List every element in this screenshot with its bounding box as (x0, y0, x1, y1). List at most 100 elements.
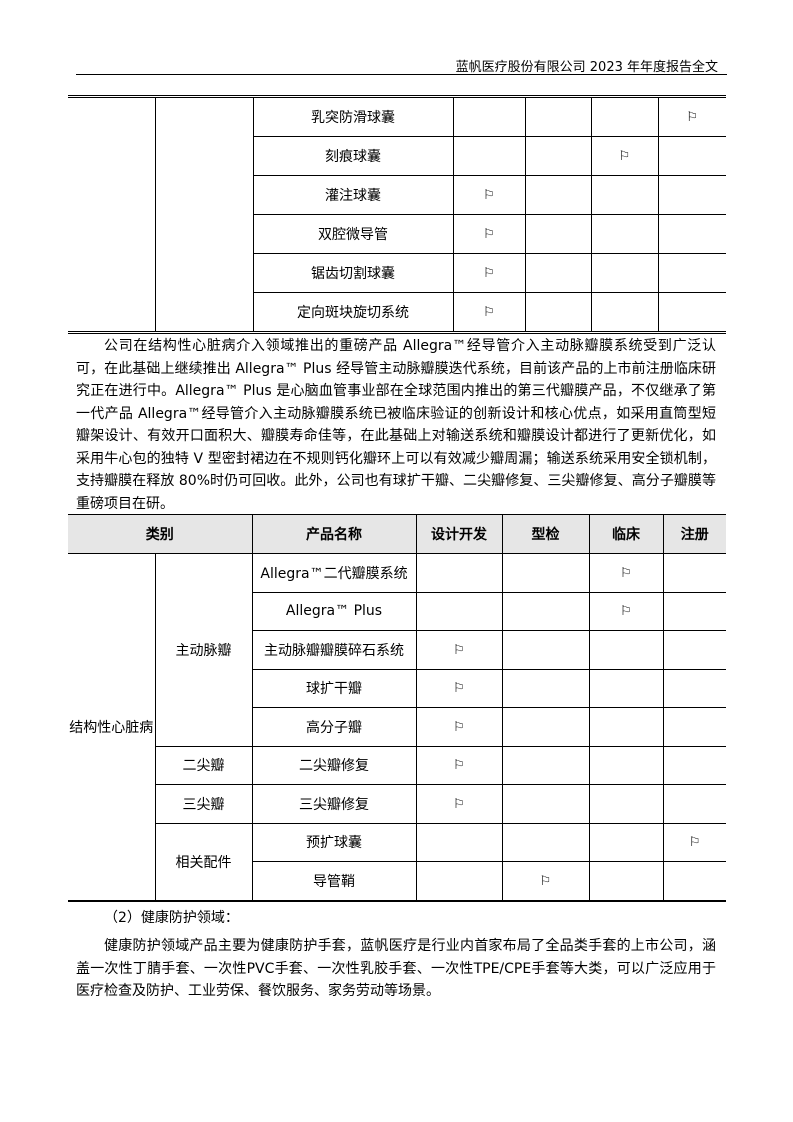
product-name: 导管鞘 (252, 861, 417, 901)
stage-cell (588, 784, 664, 824)
stage-cell (657, 175, 726, 215)
table-row: 导管鞘 ⚐ (68, 861, 726, 901)
stage-cell: ⚐ (588, 553, 664, 593)
table-row: 二尖瓣 二尖瓣修复 ⚐ (68, 745, 726, 785)
stage-cell (662, 861, 726, 901)
stage-cell (501, 553, 590, 593)
section-subheading: （2）健康防护领域： (104, 910, 239, 926)
table-row: 三尖瓣 三尖瓣修复 ⚐ (68, 784, 726, 824)
stage-cell: ⚐ (415, 630, 503, 670)
stage-cell: ⚐ (501, 861, 590, 901)
table-row: 球扩干瓣 ⚐ (68, 668, 726, 708)
product-name: 三尖瓣修复 (251, 784, 417, 824)
table-row: Allegra™ Plus ⚐ (68, 591, 726, 631)
subcategory-cell: 三尖瓣 (155, 784, 253, 824)
header-product-name: 产品名称 (251, 514, 417, 554)
stage-cell (524, 175, 592, 215)
product-name: 预扩球囊 (251, 822, 417, 862)
stage-cell (501, 668, 590, 708)
stage-cell: ⚐ (452, 292, 526, 333)
flag-icon: ⚐ (453, 719, 465, 735)
product-name: 二尖瓣修复 (251, 745, 417, 785)
stage-cell (657, 253, 726, 293)
product-name: 主动脉瓣瓣膜碎石系统 (252, 630, 417, 670)
stage-cell (415, 822, 503, 862)
header-clinical: 临床 (588, 514, 664, 554)
stage-cell (415, 591, 503, 631)
stage-cell: ⚐ (662, 822, 726, 862)
stage-cell: ⚐ (590, 136, 659, 176)
stage-cell (415, 861, 503, 901)
stage-cell: ⚐ (415, 784, 503, 824)
stage-cell (662, 745, 726, 785)
stage-cell (662, 707, 726, 747)
stage-cell (524, 253, 592, 293)
table-row: 刻痕球囊 ⚐ (68, 136, 726, 176)
stage-cell: ⚐ (415, 707, 503, 747)
header-divider (76, 74, 727, 75)
health-protection-paragraph: 健康防护领域产品主要为健康防护手套，蓝帆医疗是行业内首家布局了全品类手套的上市公… (76, 938, 716, 999)
stage-cell (524, 214, 592, 254)
table-row: 高分子瓣 ⚐ (68, 707, 726, 747)
product-name: 双腔微导管 (253, 214, 454, 254)
stage-cell (590, 292, 659, 333)
header-registration: 注册 (662, 514, 726, 554)
stage-cell (452, 96, 526, 137)
flag-icon: ⚐ (453, 796, 465, 812)
subcategory-cell: 二尖瓣 (155, 745, 253, 785)
product-name: 刻痕球囊 (253, 136, 454, 176)
stage-cell (524, 292, 592, 333)
stage-cell (588, 861, 664, 901)
stage-cell (662, 591, 726, 631)
stage-cell: ⚐ (415, 745, 503, 785)
table-row: 主动脉瓣瓣膜碎石系统 ⚐ (68, 630, 726, 670)
flag-icon: ⚐ (620, 604, 632, 620)
header-type-test: 型检 (501, 514, 590, 554)
category-cell: 结构性心脏病 (68, 553, 156, 901)
subcategory-cell: 主动脉瓣 (154, 553, 253, 747)
stage-cell (588, 822, 664, 862)
header-category: 类别 (68, 514, 253, 554)
stage-cell (452, 136, 526, 176)
stage-cell: ⚐ (452, 253, 526, 293)
stage-cell (524, 136, 592, 176)
product-name: 锯齿切割球囊 (253, 253, 454, 293)
flag-icon: ⚐ (453, 681, 465, 697)
stage-cell (657, 292, 726, 333)
stage-cell (662, 784, 726, 824)
product-name: 高分子瓣 (252, 707, 417, 747)
header-design: 设计开发 (415, 514, 503, 554)
stage-cell (501, 630, 590, 670)
stage-cell (590, 214, 659, 254)
subcategory-cell: 相关配件 (155, 822, 253, 901)
stage-cell (662, 553, 726, 593)
flag-icon: ⚐ (686, 110, 699, 125)
stage-cell (524, 96, 592, 137)
stage-cell (657, 136, 726, 176)
flag-icon: ⚐ (618, 149, 631, 164)
stage-cell (588, 668, 664, 708)
stage-cell (590, 96, 659, 137)
stage-cell (662, 630, 726, 670)
stage-cell (588, 707, 664, 747)
stage-cell (588, 745, 664, 785)
product-name: 定向斑块旋切系统 (253, 292, 454, 333)
stage-cell (501, 784, 590, 824)
product-table-continued: 乳突防滑球囊 ⚐ 刻痕球囊 ⚐ 灌注球囊 ⚐ 双腔微导管 ⚐ 锯齿切割球囊 ⚐ 定向斑块旋切系统 ⚐ (68, 95, 726, 334)
stage-cell (501, 707, 590, 747)
product-name: 灌注球囊 (253, 175, 454, 215)
subcategory-cell (154, 96, 254, 333)
stage-cell (415, 553, 503, 593)
stage-cell (590, 253, 659, 293)
stage-cell (662, 668, 726, 708)
product-name: 乳突防滑球囊 (252, 96, 454, 137)
table-row: 锯齿切割球囊 ⚐ (68, 253, 726, 293)
flag-icon: ⚐ (483, 188, 495, 203)
flag-icon: ⚐ (453, 758, 465, 774)
table-row: 相关配件 预扩球囊 ⚐ (68, 822, 726, 901)
stage-cell (501, 745, 590, 785)
stage-cell (501, 591, 590, 631)
flag-icon: ⚐ (483, 305, 495, 320)
stage-cell: ⚐ (452, 175, 526, 215)
